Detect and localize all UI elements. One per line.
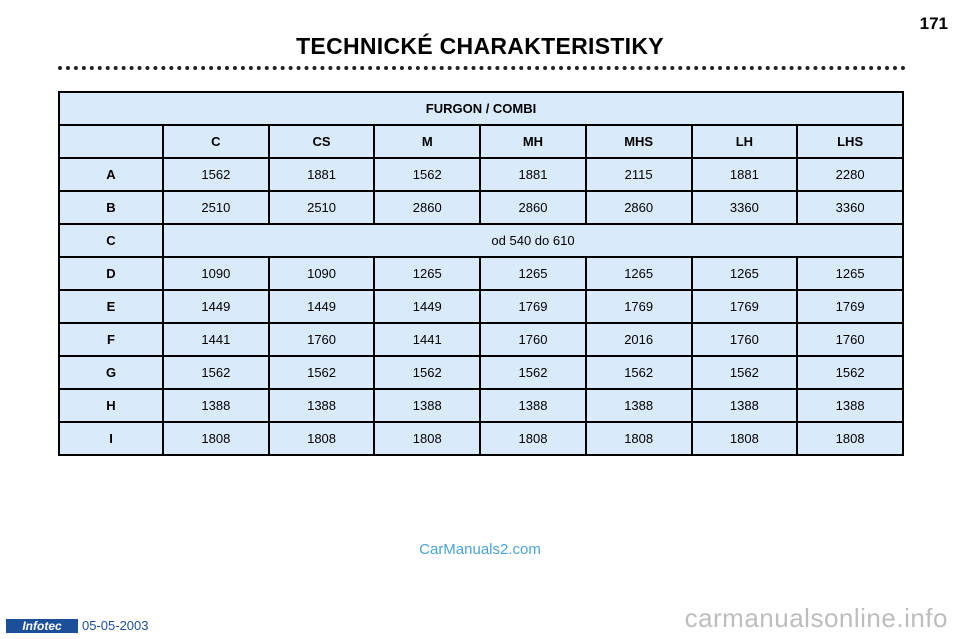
table-cell: 1769 xyxy=(584,289,693,324)
table-row: E 1449 1449 1449 1769 1769 1769 1769 xyxy=(58,289,904,324)
table-cell: 1808 xyxy=(162,421,270,456)
table-cell: 1090 xyxy=(162,256,270,291)
table-cell-span: od 540 do 610 xyxy=(162,223,904,258)
table-cell: 1388 xyxy=(479,388,587,423)
table-cell: 1562 xyxy=(162,355,270,390)
table-row: I 1808 1808 1808 1808 1808 1808 1808 xyxy=(58,421,904,456)
table-cell: 1562 xyxy=(479,355,587,390)
table-cell: 1441 xyxy=(373,322,482,357)
table-group-header-row: FURGON / COMBI xyxy=(58,91,904,126)
table-cell: 2115 xyxy=(584,157,693,192)
table-cell: 2860 xyxy=(584,190,693,225)
table-row: B 2510 2510 2860 2860 2860 3360 3360 xyxy=(58,190,904,225)
table-cell: 1388 xyxy=(373,388,482,423)
table-cell: 1090 xyxy=(267,256,376,291)
row-label: D xyxy=(58,256,164,291)
table-cell: 2510 xyxy=(267,190,376,225)
row-label: E xyxy=(58,289,164,324)
infotec-logo: Infotec xyxy=(6,619,78,633)
table-cell: 1562 xyxy=(373,157,482,192)
table-cell: 1808 xyxy=(690,421,799,456)
table-cell: 1449 xyxy=(373,289,482,324)
table-cell: 1808 xyxy=(373,421,482,456)
dotted-divider xyxy=(58,66,906,70)
column-header: LH xyxy=(690,124,799,159)
table-cell: 1881 xyxy=(690,157,799,192)
table-column-header-row: C CS M MH MHS LH LHS xyxy=(58,124,904,159)
table-corner-cell xyxy=(58,124,164,159)
table-cell: 1562 xyxy=(267,355,376,390)
row-label: C xyxy=(58,223,164,258)
table-cell: 1760 xyxy=(479,322,587,357)
table-row: D 1090 1090 1265 1265 1265 1265 1265 xyxy=(58,256,904,291)
table-cell: 1265 xyxy=(796,256,904,291)
table-cell: 1808 xyxy=(796,421,904,456)
table-cell: 1265 xyxy=(584,256,693,291)
row-label: G xyxy=(58,355,164,390)
table-cell: 1388 xyxy=(690,388,799,423)
row-label: B xyxy=(58,190,164,225)
table-cell: 1769 xyxy=(479,289,587,324)
table-cell: 3360 xyxy=(690,190,799,225)
column-header: MH xyxy=(479,124,587,159)
table-cell: 1388 xyxy=(584,388,693,423)
table-cell: 1449 xyxy=(162,289,270,324)
table-cell: 2860 xyxy=(373,190,482,225)
table-cell: 1562 xyxy=(796,355,904,390)
table-cell: 2280 xyxy=(796,157,904,192)
table-cell: 1760 xyxy=(796,322,904,357)
table-cell: 1808 xyxy=(267,421,376,456)
dimensions-table: FURGON / COMBI C CS M MH MHS LH LHS A 1562 1881 1… xyxy=(58,91,904,456)
table-cell: 2016 xyxy=(584,322,693,357)
column-header: C xyxy=(162,124,270,159)
table-cell: 1449 xyxy=(267,289,376,324)
column-header: M xyxy=(373,124,482,159)
footer-date: 05-05-2003 xyxy=(82,618,149,633)
table-cell: 1388 xyxy=(796,388,904,423)
watermark[interactable]: CarManuals2.com xyxy=(419,541,541,558)
column-header: CS xyxy=(267,124,376,159)
table-cell: 1265 xyxy=(479,256,587,291)
table-cell: 1562 xyxy=(584,355,693,390)
table-cell: 1265 xyxy=(373,256,482,291)
table-group-title: FURGON / COMBI xyxy=(58,91,904,126)
table-cell: 2860 xyxy=(479,190,587,225)
table-cell: 1562 xyxy=(373,355,482,390)
row-label: A xyxy=(58,157,164,192)
table-row: G 1562 1562 1562 1562 1562 1562 1562 xyxy=(58,355,904,390)
table-cell: 1562 xyxy=(162,157,270,192)
table-cell: 1881 xyxy=(267,157,376,192)
column-header: LHS xyxy=(796,124,904,159)
table-row: A 1562 1881 1562 1881 2115 1881 2280 xyxy=(58,157,904,192)
table-cell: 1760 xyxy=(267,322,376,357)
table-cell: 1388 xyxy=(162,388,270,423)
table-cell: 1441 xyxy=(162,322,270,357)
table-cell: 1388 xyxy=(267,388,376,423)
table-cell: 1265 xyxy=(690,256,799,291)
footer-site-watermark: carmanualsonline.info xyxy=(684,603,948,633)
table-cell: 1769 xyxy=(796,289,904,324)
table-cell: 3360 xyxy=(796,190,904,225)
row-label: I xyxy=(58,421,164,456)
row-label: H xyxy=(58,388,164,423)
table-row: F 1441 1760 1441 1760 2016 1760 1760 xyxy=(58,322,904,357)
table-cell: 2510 xyxy=(162,190,270,225)
table-cell: 1760 xyxy=(690,322,799,357)
row-label: F xyxy=(58,322,164,357)
table-cell: 1562 xyxy=(690,355,799,390)
table-cell: 1808 xyxy=(479,421,587,456)
table-row: H 1388 1388 1388 1388 1388 1388 1388 xyxy=(58,388,904,423)
table-cell: 1881 xyxy=(479,157,587,192)
table-cell: 1808 xyxy=(584,421,693,456)
table-cell: 1769 xyxy=(690,289,799,324)
page-number: 171 xyxy=(919,14,948,33)
column-header: MHS xyxy=(584,124,693,159)
page-title: TECHNICKÉ CHARAKTERISTIKY xyxy=(296,33,664,59)
